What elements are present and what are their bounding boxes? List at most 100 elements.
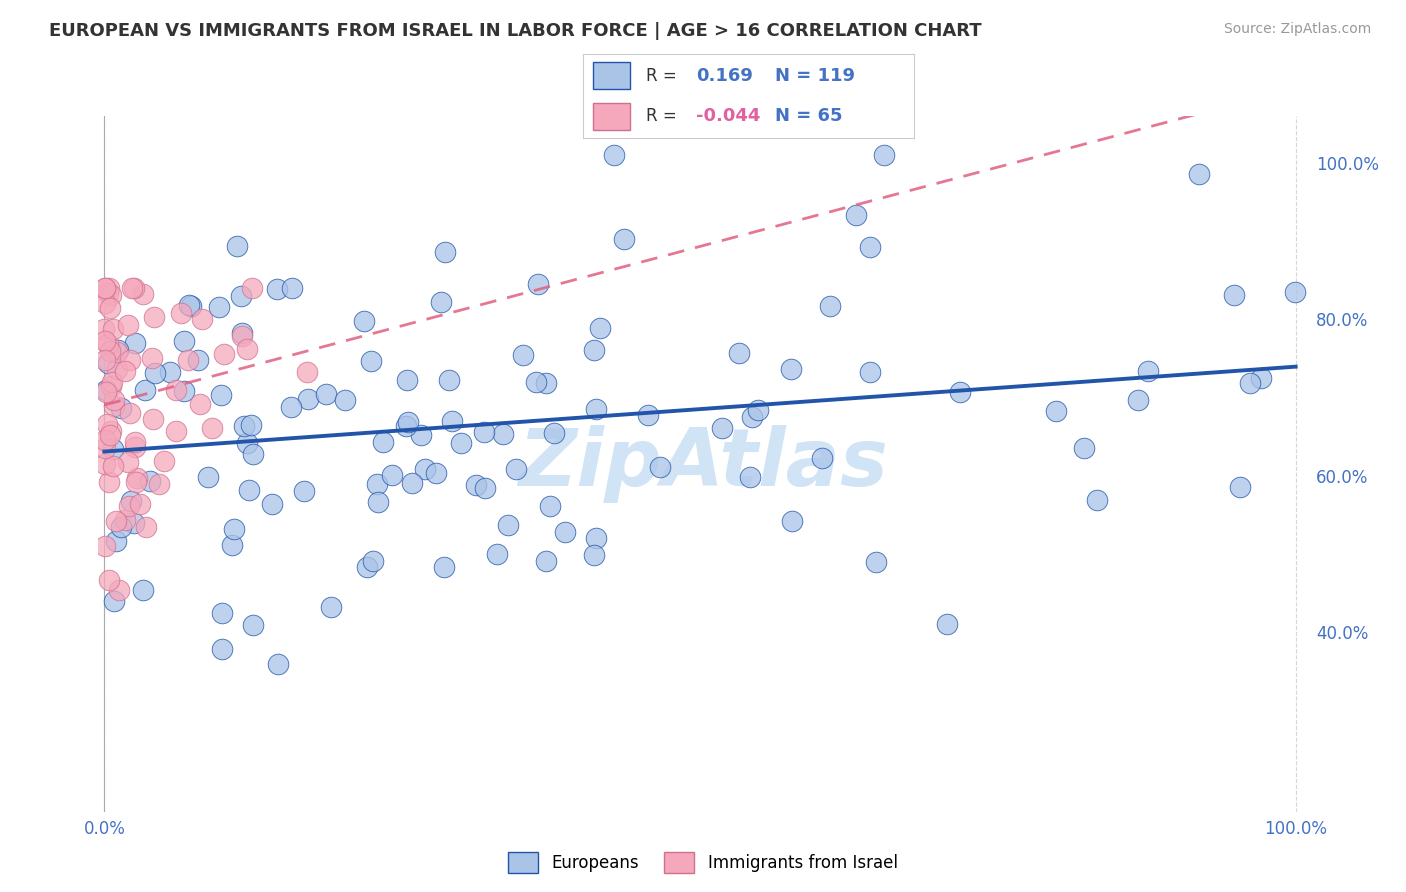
Point	[180, 299, 202, 313]
Point	[212, 347, 235, 361]
Point	[512, 348, 534, 362]
Point	[381, 467, 404, 482]
Point	[240, 281, 263, 295]
Point	[935, 616, 957, 631]
Point	[93, 457, 115, 471]
Point	[103, 594, 125, 608]
Point	[197, 470, 219, 484]
Point	[236, 342, 259, 356]
Point	[94, 334, 117, 349]
Point	[439, 373, 461, 387]
Point	[582, 343, 605, 357]
Point	[100, 288, 122, 302]
Point	[472, 425, 495, 439]
Point	[211, 642, 233, 657]
Point	[118, 499, 141, 513]
Point	[103, 393, 125, 408]
Point	[262, 497, 284, 511]
Point	[94, 433, 117, 447]
Point	[108, 582, 131, 597]
Point	[94, 441, 117, 455]
Point	[949, 384, 972, 399]
Point	[209, 388, 232, 402]
Point	[242, 617, 264, 632]
Point	[394, 418, 416, 433]
Point	[107, 343, 129, 357]
Point	[114, 513, 136, 527]
Point	[524, 375, 547, 389]
Point	[534, 376, 557, 390]
Point	[747, 403, 769, 417]
Point	[873, 148, 896, 162]
Point	[373, 434, 395, 449]
Point	[728, 346, 751, 360]
Point	[845, 208, 868, 222]
Point	[134, 383, 156, 397]
Point	[120, 406, 142, 420]
Point	[124, 281, 146, 295]
Point	[105, 514, 128, 528]
Point	[534, 553, 557, 567]
Point	[98, 427, 121, 442]
Point	[711, 421, 734, 435]
Point	[132, 583, 155, 598]
Point	[361, 554, 384, 568]
Text: EUROPEAN VS IMMIGRANTS FROM ISRAEL IN LABOR FORCE | AGE > 16 CORRELATION CHART: EUROPEAN VS IMMIGRANTS FROM ISRAEL IN LA…	[49, 22, 981, 40]
Text: ZipAtlas: ZipAtlas	[517, 425, 889, 503]
Point	[865, 555, 887, 569]
Point	[103, 442, 125, 456]
Point	[1136, 364, 1159, 378]
Point	[859, 365, 882, 379]
Point	[97, 336, 120, 351]
Point	[1223, 288, 1246, 302]
Point	[396, 415, 419, 429]
Point	[650, 460, 672, 475]
Point	[103, 322, 125, 336]
Point	[132, 287, 155, 301]
Point	[613, 232, 636, 246]
Point	[818, 299, 841, 313]
Point	[297, 392, 319, 407]
Point	[236, 436, 259, 450]
Point	[139, 474, 162, 488]
Point	[474, 481, 496, 495]
Point	[1239, 376, 1261, 390]
Point	[142, 412, 165, 426]
Point	[98, 574, 121, 588]
Point	[110, 401, 132, 415]
Point	[240, 418, 263, 433]
Point	[225, 239, 247, 253]
Point	[505, 462, 527, 476]
Point	[267, 657, 290, 672]
Point	[117, 455, 139, 469]
Text: 0.169: 0.169	[696, 67, 752, 85]
Point	[295, 365, 318, 379]
Point	[413, 462, 436, 476]
Point	[740, 470, 762, 484]
Point	[603, 148, 626, 162]
Point	[97, 286, 120, 301]
Point	[96, 417, 118, 432]
FancyBboxPatch shape	[593, 103, 630, 130]
Point	[315, 386, 337, 401]
Point	[94, 539, 117, 553]
Point	[103, 400, 125, 414]
Point	[188, 397, 211, 411]
Point	[1250, 370, 1272, 384]
Point	[98, 301, 121, 315]
Point	[538, 500, 561, 514]
Point	[229, 288, 252, 302]
Point	[143, 310, 166, 324]
Point	[242, 447, 264, 461]
Point	[637, 409, 659, 423]
Point	[231, 326, 253, 340]
Point	[124, 440, 146, 454]
Point	[585, 532, 607, 546]
Point	[583, 548, 606, 562]
Point	[101, 458, 124, 473]
Point	[148, 477, 170, 491]
Point	[125, 475, 148, 490]
Point	[190, 312, 212, 326]
Point	[585, 402, 607, 417]
Point	[233, 419, 256, 434]
